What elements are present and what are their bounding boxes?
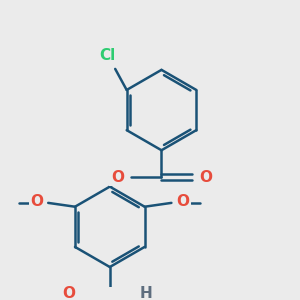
Text: O: O — [176, 194, 189, 209]
Text: O: O — [111, 169, 124, 184]
Text: H: H — [140, 286, 152, 300]
Text: O: O — [199, 169, 212, 184]
Text: O: O — [62, 286, 75, 300]
Text: O: O — [30, 194, 43, 209]
Text: Cl: Cl — [99, 48, 116, 63]
